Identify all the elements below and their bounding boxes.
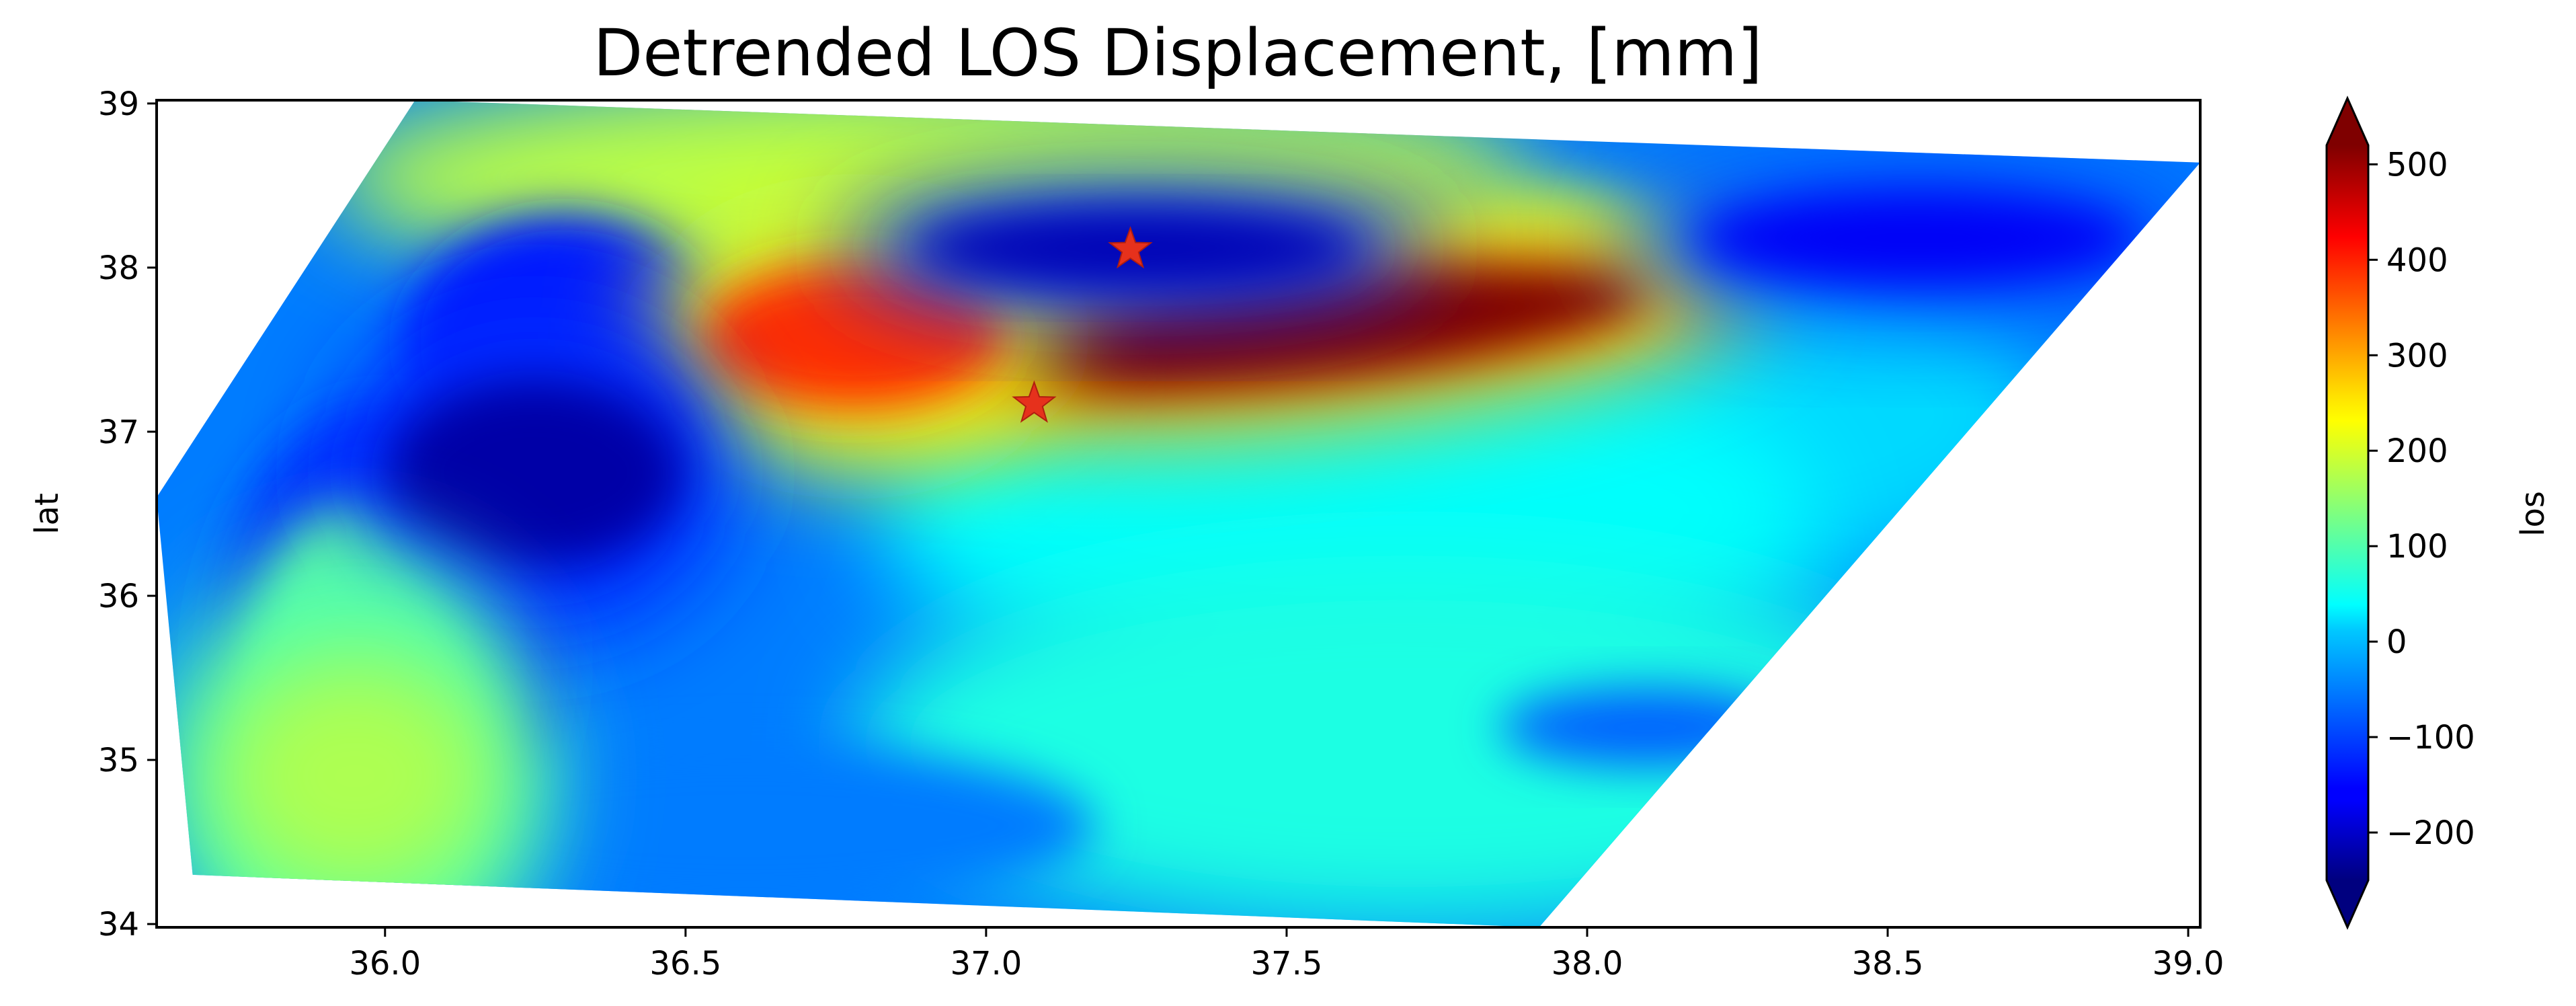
colorbar-outline — [2325, 95, 2370, 930]
x-tick-label: 39.0 — [2152, 945, 2224, 982]
field-patch — [855, 555, 1958, 927]
colorbar-label: los — [2514, 491, 2552, 537]
event-star-marker — [1108, 226, 1153, 269]
colorbar-tick-label: 400 — [2386, 241, 2448, 279]
y-axis: 34 35 36 37 38 39 — [98, 85, 157, 943]
y-tick-label: 39 — [98, 85, 139, 123]
x-axis: 36.0 36.5 37.0 37.5 38.0 38.5 39.0 — [349, 927, 2224, 982]
x-tick-label: 36.0 — [349, 945, 421, 982]
chart-title: Detrended LOS Displacement, [mm] — [593, 15, 1762, 91]
displacement-field — [157, 100, 2200, 927]
y-tick-label: 34 — [98, 906, 139, 943]
colorbar-gradient — [2327, 145, 2368, 880]
colorbar-ticks: −200 −100 0 100 200 300 400 500 — [2368, 146, 2475, 852]
colorbar-tick-label: 100 — [2386, 528, 2448, 566]
x-tick-label: 38.0 — [1552, 945, 1623, 982]
colorbar-tick-label: −100 — [2386, 719, 2475, 757]
colorbar-tick-label: 300 — [2386, 337, 2448, 375]
x-tick-label: 38.5 — [1852, 945, 1924, 982]
colorbar-tick-label: −200 — [2386, 814, 2475, 852]
feature-core — [951, 265, 1647, 395]
y-tick-label: 37 — [98, 414, 139, 451]
y-axis-label: lat — [28, 493, 66, 535]
x-tick-label: 36.5 — [649, 945, 721, 982]
event-markers — [1012, 226, 1153, 423]
plot-frame — [155, 99, 2202, 929]
colorbar-tick-label: 200 — [2386, 432, 2448, 470]
x-tick-label: 37.5 — [1251, 945, 1323, 982]
displacement-map — [157, 100, 2200, 927]
colorbar-tick-label: 500 — [2386, 146, 2448, 184]
field-patch — [396, 744, 1096, 906]
feature-core — [387, 378, 684, 567]
feature-core — [699, 262, 1009, 411]
field-patch — [1499, 687, 1796, 768]
y-tick-label: 35 — [98, 742, 139, 779]
colorbar: −200 −100 0 100 200 300 400 500 los — [2325, 95, 2552, 930]
colorbar-tick-label: 0 — [2386, 623, 2407, 661]
y-tick-label: 36 — [98, 578, 139, 615]
event-star-marker — [1012, 380, 1057, 423]
feature-core — [1695, 191, 2140, 285]
plot-area: 36.0 36.5 37.0 37.5 38.0 38.5 39.0 34353637383… — [28, 85, 2224, 982]
colorbar-extend-over — [2327, 98, 2368, 145]
y-tick-label: 38 — [98, 249, 139, 287]
x-tick-label: 37.0 — [950, 945, 1022, 982]
feature-core — [207, 648, 504, 904]
colorbar-extend-under — [2327, 880, 2368, 927]
